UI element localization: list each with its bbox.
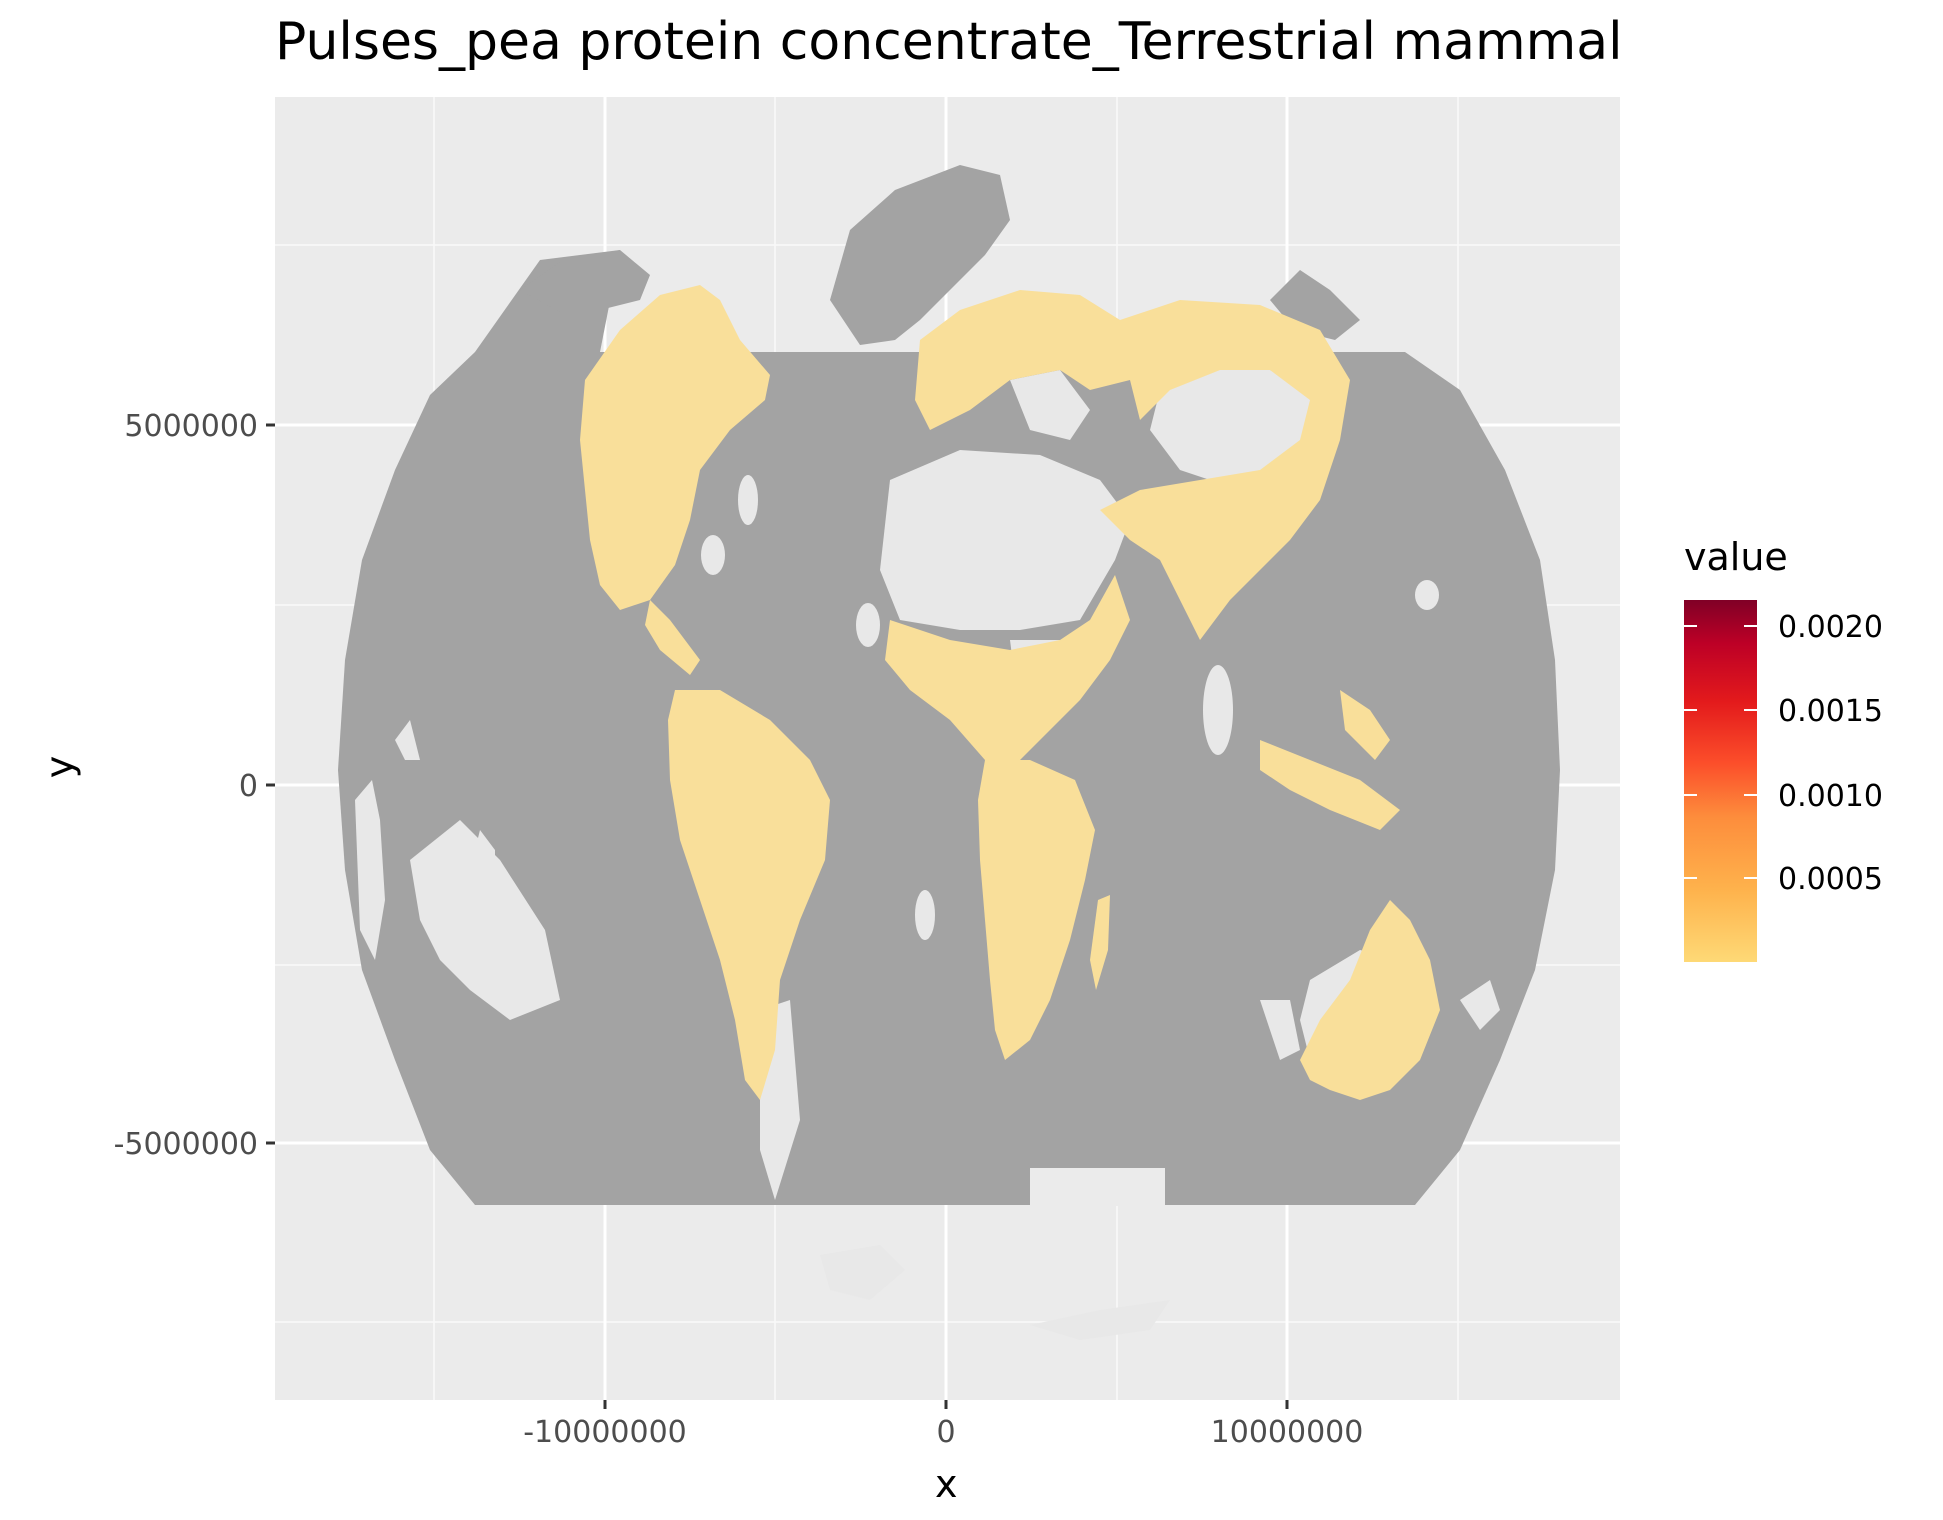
legend-tick-label: 0.0020 xyxy=(1778,610,1883,645)
y-tick-label: 5000000 xyxy=(124,409,258,444)
x-axis-title: x xyxy=(935,1462,958,1506)
ocean-landmasses xyxy=(355,475,1500,1060)
legend-colorbar xyxy=(1684,600,1757,962)
legend-tick-label: 0.0010 xyxy=(1778,779,1883,814)
arctic-land xyxy=(830,165,1010,345)
y-tick-label: 0 xyxy=(239,769,258,804)
land-low-value xyxy=(580,285,1440,1100)
legend-title: value xyxy=(1684,535,1788,579)
legend-ticks xyxy=(1684,625,1757,879)
legend-tick-label: 0.0015 xyxy=(1778,694,1883,729)
x-tick-label: 0 xyxy=(936,1415,955,1450)
y-tick-label: -5000000 xyxy=(114,1127,258,1162)
axis-ticks xyxy=(266,423,1289,1409)
x-tick-label: -10000000 xyxy=(523,1415,687,1450)
chart-title: Pulses_pea protein concentrate_Terrestri… xyxy=(275,12,1623,72)
y-axis-title: y xyxy=(37,755,82,779)
x-tick-label: 10000000 xyxy=(1211,1415,1364,1450)
legend-tick-label: 0.0005 xyxy=(1778,862,1883,897)
